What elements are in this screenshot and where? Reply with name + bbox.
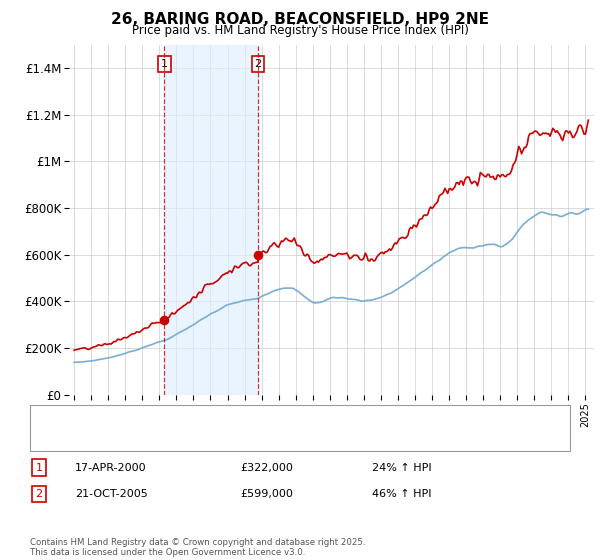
Text: HPI: Average price, detached house, Buckinghamshire: HPI: Average price, detached house, Buck… [75,435,359,444]
Text: 1: 1 [161,59,168,69]
Text: £599,000: £599,000 [240,489,293,499]
Text: 2: 2 [35,489,43,499]
Text: 26, BARING ROAD, BEACONSFIELD, HP9 2NE: 26, BARING ROAD, BEACONSFIELD, HP9 2NE [111,12,489,27]
Text: 46% ↑ HPI: 46% ↑ HPI [372,489,431,499]
Text: 24% ↑ HPI: 24% ↑ HPI [372,463,431,473]
Text: 2: 2 [254,59,262,69]
Text: Contains HM Land Registry data © Crown copyright and database right 2025.
This d: Contains HM Land Registry data © Crown c… [30,538,365,557]
Text: 26, BARING ROAD, BEACONSFIELD, HP9 2NE (detached house): 26, BARING ROAD, BEACONSFIELD, HP9 2NE (… [75,413,401,423]
Text: Price paid vs. HM Land Registry's House Price Index (HPI): Price paid vs. HM Land Registry's House … [131,24,469,37]
Text: £322,000: £322,000 [240,463,293,473]
Text: ——: —— [39,433,64,446]
Point [253,250,263,259]
Text: 21-OCT-2005: 21-OCT-2005 [75,489,148,499]
Bar [164,45,258,395]
Text: 1: 1 [35,463,43,473]
Text: 17-APR-2000: 17-APR-2000 [75,463,146,473]
Point [160,315,169,324]
Text: ——: —— [39,411,64,424]
